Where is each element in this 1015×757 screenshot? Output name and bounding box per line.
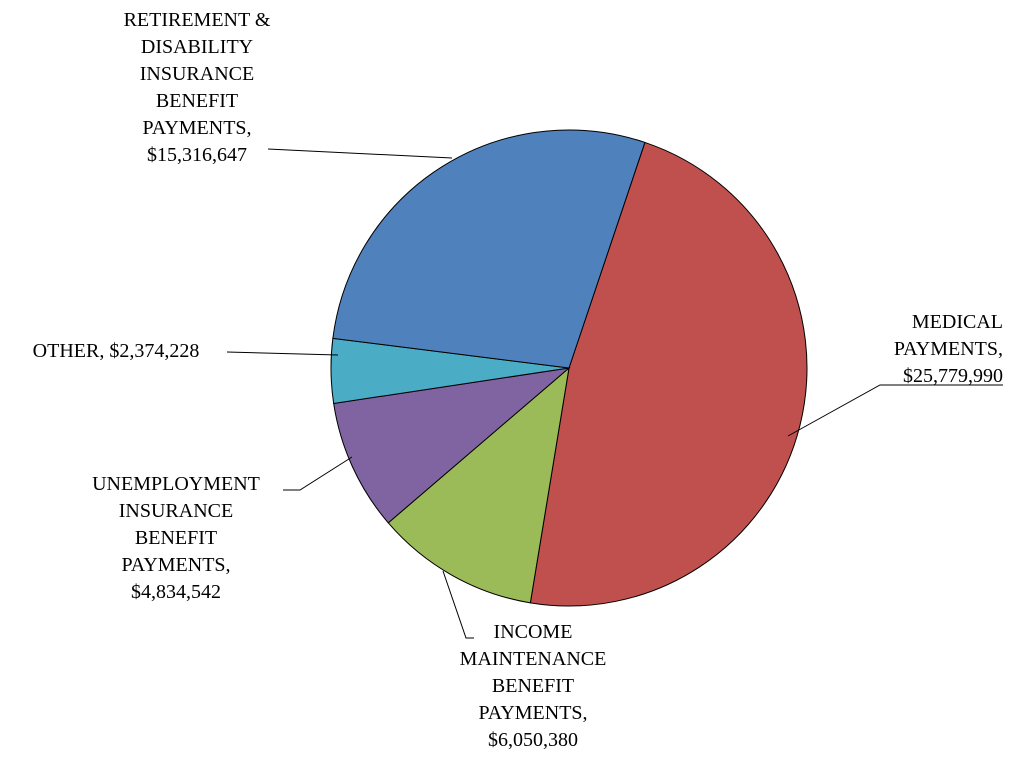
slice-label-line: PAYMENTS, [121,554,230,576]
slice-label-line: BENEFIT [156,90,238,112]
pie-slice-retirement-and-disability-insurance-benefit-payments [332,129,646,369]
slice-label-line: $25,779,990 [903,365,1003,387]
slice-label-line: OTHER, $2,374,228 [33,340,200,362]
slice-label-line: INCOME [494,621,573,643]
slice-label-line: DISABILITY [141,36,253,58]
slice-label-medical-payments: MEDICAL PAYMENTS, $25,779,990 [894,311,1003,387]
slice-label-other: OTHER, $2,374,228 [33,340,200,362]
leader-lines [226,148,1003,639]
pie-slice-unemployment-insurance-benefit-payments [333,367,571,524]
leader-line-medical-payments [787,384,1003,437]
slice-label-line: $6,050,380 [488,729,578,751]
slice-label-income-maintenance-benefit-payments: INCOME MAINTENANCE BENEFIT PAYMENTS, $6,050,… [460,621,607,751]
slice-label-line: PAYMENTS, [142,117,251,139]
slice-label-line: MEDICAL [912,311,1003,333]
slice-label-line: INSURANCE [119,500,233,522]
leader-line-income-maintenance-benefit-payments [442,570,474,639]
slice-label-line: INSURANCE [140,63,254,85]
slice-label-line: PAYMENTS, [478,702,587,724]
slice-labels: MEDICAL PAYMENTS, $25,779,990 INCOME MAINTEN… [33,9,1003,751]
slice-label-unemployment-insurance-benefit-payments: UNEMPLOYMENT INSURANCE BENEFIT PAYMENTS, $4,… [92,473,260,603]
leader-line-retirement-and-disability-insurance-benefit-payments [267,148,453,159]
slice-label-line: PAYMENTS, [894,338,1003,360]
slice-label-line: BENEFIT [492,675,574,697]
slice-label-line: $15,316,647 [147,144,247,166]
slice-label-line: MAINTENANCE [460,648,607,670]
slice-label-retirement-and-disability-insurance-benefit-payments: RETIREMENT & DISABILITY INSURANCE BENEFIT PA… [124,9,271,166]
slice-label-line: BENEFIT [135,527,217,549]
pie-slice-medical-payments [529,141,808,607]
slice-label-line: UNEMPLOYMENT [92,473,260,495]
slice-label-line: RETIREMENT & [124,9,271,31]
leader-line-unemployment-insurance-benefit-payments [283,456,353,491]
pie-slice-income-maintenance-benefit-payments [387,366,570,604]
pie-slices [330,129,808,607]
slice-label-line: $4,834,542 [131,581,221,603]
leader-line-other [226,351,339,356]
